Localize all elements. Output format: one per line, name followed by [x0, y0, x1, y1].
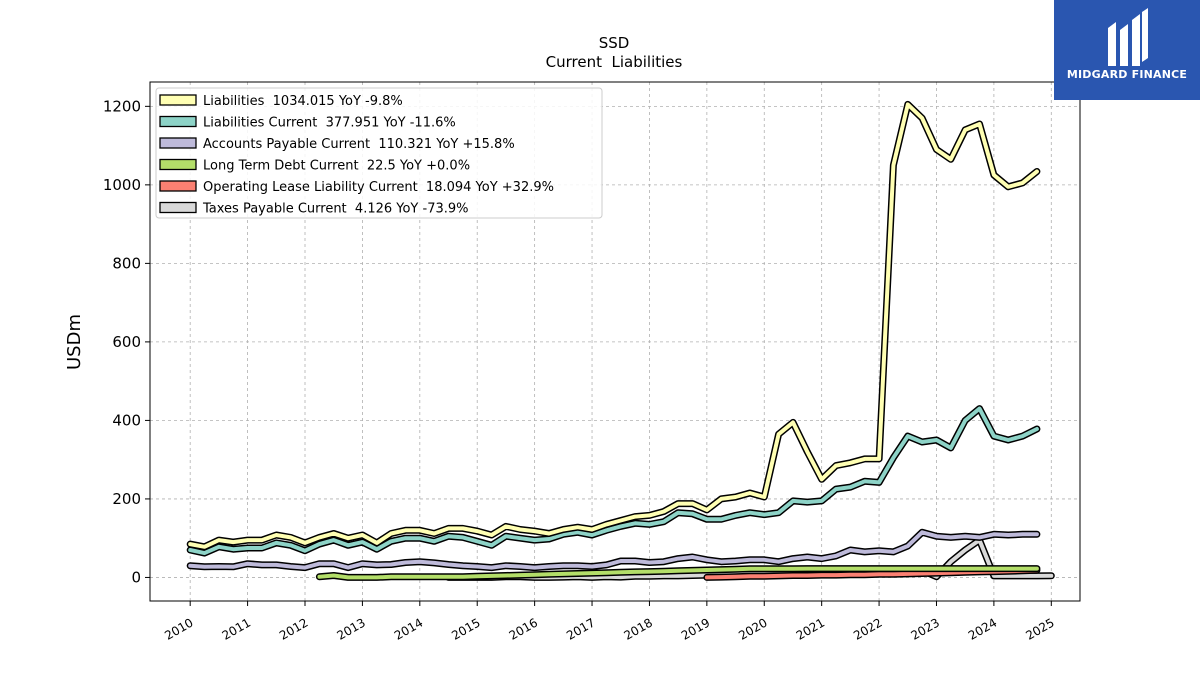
series-layer [186, 100, 1055, 581]
x-tick-label: 2016 [507, 615, 540, 642]
series-accounts-payable-current [186, 528, 1041, 572]
x-tick-label: 2018 [621, 615, 654, 642]
legend-swatch [159, 180, 197, 192]
series-liabilities-current [186, 405, 1041, 557]
legend: Liabilities 1034.015 YoY -9.8% Liabilitie… [155, 87, 603, 219]
x-tick-label: 2020 [736, 615, 769, 642]
series-liabilities [186, 100, 1041, 551]
y-tick-label: 1200 [103, 97, 141, 115]
y-axis: 0 200 400 600 800 1000 1200 [103, 97, 150, 586]
brand-logo: MIDGARD FINANCE [1054, 0, 1200, 100]
series-line [188, 102, 1039, 549]
x-tick-label: 2012 [277, 615, 310, 642]
x-tick-label: 2014 [392, 615, 425, 642]
y-axis-label: USDm [64, 314, 85, 370]
legend-box [155, 87, 603, 219]
y-tick-label: 600 [112, 333, 141, 351]
legend-entry: Taxes Payable Current 4.126 YoY -73.9% [202, 202, 469, 217]
legend-entry: Liabilities 1034.015 YoY -9.8% [203, 94, 403, 109]
series-long-term-debt-current [315, 565, 1041, 581]
x-tick-label: 2013 [334, 615, 367, 642]
x-tick-label: 2015 [449, 615, 482, 642]
legend-entry: Operating Lease Liability Current 18.094… [203, 180, 554, 195]
x-tick-label: 2022 [851, 615, 884, 642]
chart-subtitle: Current Liabilities [546, 53, 683, 71]
x-tick-label: 2023 [909, 615, 942, 642]
x-tick-label: 2010 [162, 615, 195, 642]
legend-swatch [159, 115, 197, 128]
x-tick-label: 2021 [794, 615, 827, 642]
legend-swatch [159, 158, 197, 171]
series-line [188, 406, 1039, 556]
chart-title: SSD [599, 34, 630, 52]
y-tick-label: 0 [131, 568, 141, 586]
logo-text: MIDGARD FINANCE [1066, 68, 1188, 81]
y-tick-label: 400 [112, 411, 141, 429]
x-tick-label: 2019 [679, 615, 712, 642]
x-tick-label: 2024 [966, 615, 999, 642]
legend-swatch [159, 201, 197, 214]
legend-entry: Accounts Payable Current 110.321 YoY +15… [203, 137, 515, 152]
x-tick-label: 2011 [220, 615, 253, 642]
series-line [317, 566, 1039, 580]
series-outline [186, 405, 1041, 557]
x-axis: 2010 2011 2012 2013 2014 2015 2016 2017 2018 2019… [162, 601, 1057, 643]
series-line [188, 530, 1039, 570]
legend-entry: Long Term Debt Current 22.5 YoY +0.0% [203, 159, 470, 174]
legend-swatch [159, 137, 197, 149]
legend-entry: Liabilities Current 377.951 YoY -11.6% [203, 116, 456, 131]
y-tick-label: 800 [112, 254, 141, 272]
x-tick-label: 2017 [564, 615, 597, 642]
legend-swatch [159, 94, 197, 106]
logo-mark-icon [1108, 8, 1148, 66]
y-tick-label: 200 [112, 490, 141, 508]
x-tick-label: 2025 [1023, 615, 1056, 642]
y-tick-label: 1000 [103, 176, 141, 194]
